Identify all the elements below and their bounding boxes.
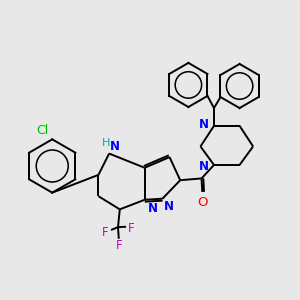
Text: F: F: [128, 222, 135, 236]
Text: N: N: [148, 202, 158, 214]
Text: N: N: [164, 200, 174, 214]
Text: F: F: [102, 226, 109, 239]
Text: Cl: Cl: [36, 124, 48, 137]
Text: N: N: [110, 140, 120, 153]
Text: O: O: [197, 196, 208, 208]
Text: F: F: [116, 239, 122, 252]
Text: N: N: [199, 118, 209, 130]
Text: H: H: [102, 138, 110, 148]
Text: N: N: [199, 160, 209, 173]
